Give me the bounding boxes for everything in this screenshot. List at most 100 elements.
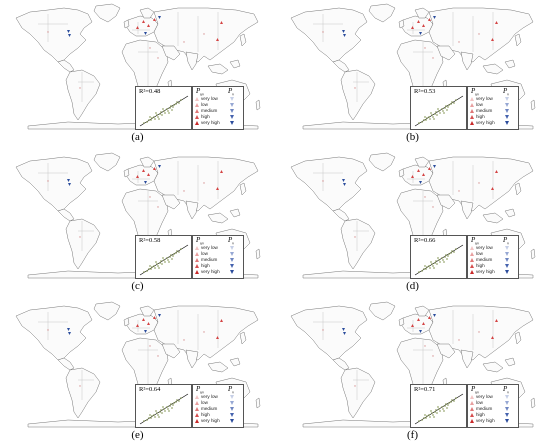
legend-header-puv: Puv xyxy=(471,87,480,97)
panel-label: (b) xyxy=(406,131,419,143)
legend-row: very low xyxy=(470,245,493,251)
legend-header-pv: Pv xyxy=(228,385,235,395)
triangle-up-icon xyxy=(470,257,474,262)
triangle-down-icon xyxy=(505,264,509,268)
triangle-down-icon xyxy=(505,97,509,101)
scatter-plot xyxy=(414,95,464,127)
scatter-points xyxy=(143,248,182,273)
map-panel-e: R²=0.64 Puv Pv very xyxy=(0,298,275,447)
legend: Puv Pv very low low medium high very hig… xyxy=(192,86,244,130)
scatter-plot xyxy=(139,393,189,425)
triangle-up-icon xyxy=(470,394,474,399)
scatter-inset: R²=0.53 xyxy=(410,86,467,130)
world-map xyxy=(290,3,536,130)
triangle-up-icon xyxy=(470,269,474,274)
scatter-inset: R²=0.48 xyxy=(135,86,192,130)
legend-row: very low xyxy=(470,394,493,400)
panel-label: (a) xyxy=(131,131,144,143)
triangle-up-icon xyxy=(195,251,199,256)
triangle-up-icon xyxy=(195,102,199,107)
r-squared-label: R²=0.48 xyxy=(139,88,161,95)
scatter-inset: R²=0.71 xyxy=(410,384,467,428)
legend-row: medium xyxy=(470,108,492,114)
triangle-down-icon xyxy=(505,419,509,423)
triangle-up-icon xyxy=(195,394,199,399)
triangle-up-icon xyxy=(195,400,199,405)
legend-row: very high xyxy=(195,269,220,275)
legend-row: medium xyxy=(195,406,217,412)
legend: Puv Pv very low low medium high very hig… xyxy=(192,235,244,279)
triangle-up-icon xyxy=(470,102,474,107)
triangle-up-icon xyxy=(470,245,474,250)
triangle-up-icon xyxy=(195,257,199,262)
scatter-points xyxy=(418,99,457,124)
r-squared-label: R²=0.66 xyxy=(414,237,436,244)
legend-row: medium xyxy=(195,257,217,263)
triangle-down-icon xyxy=(505,258,509,262)
legend-header-puv: Puv xyxy=(196,236,205,246)
triangle-up-icon xyxy=(470,251,474,256)
r-squared-label: R²=0.64 xyxy=(139,386,161,393)
triangle-up-icon xyxy=(195,406,199,411)
panel-label: (c) xyxy=(131,280,144,292)
legend: Puv Pv very low low medium high very hig… xyxy=(467,384,519,428)
triangle-up-icon xyxy=(470,120,474,125)
legend-row: high xyxy=(470,114,485,120)
legend-header-puv: Puv xyxy=(196,87,205,97)
triangle-down-icon xyxy=(505,109,509,113)
legend-row: medium xyxy=(195,108,217,114)
triangle-down-icon xyxy=(505,270,509,274)
triangle-up-icon xyxy=(470,96,474,101)
scatter-points xyxy=(143,99,182,124)
legend-row: high xyxy=(470,263,485,269)
triangle-down-icon xyxy=(230,246,234,250)
triangle-down-icon xyxy=(505,246,509,250)
legend-header-puv: Puv xyxy=(471,385,480,395)
triangle-up-icon xyxy=(470,108,474,113)
triangle-down-icon xyxy=(505,401,509,405)
triangle-up-icon xyxy=(195,120,199,125)
scatter-points xyxy=(418,397,457,422)
legend-row: low xyxy=(470,251,483,257)
legend-row: very high xyxy=(195,120,220,126)
triangle-down-icon xyxy=(505,115,509,119)
triangle-down-icon xyxy=(230,97,234,101)
legend-row: high xyxy=(195,263,210,269)
legend-row: very low xyxy=(470,96,493,102)
world-map xyxy=(15,3,261,130)
legend: Puv Pv very low low medium high very hig… xyxy=(192,384,244,428)
triangle-down-icon xyxy=(230,395,234,399)
panel-label: (d) xyxy=(406,280,419,292)
triangle-down-icon xyxy=(230,407,234,411)
legend-row: low xyxy=(470,400,483,406)
triangle-up-icon xyxy=(470,418,474,423)
legend-row: very low xyxy=(195,394,218,400)
triangle-up-icon xyxy=(470,412,474,417)
map-panel-a: R²=0.48 Puv Pv very xyxy=(0,0,275,149)
map-panel-c: R²=0.58 Puv Pv very xyxy=(0,149,275,298)
scatter-inset: R²=0.66 xyxy=(410,235,467,279)
map-panel-f: R²=0.71 Puv Pv very xyxy=(275,298,550,447)
triangle-up-icon xyxy=(470,400,474,405)
triangle-down-icon xyxy=(230,109,234,113)
r-squared-label: R²=0.71 xyxy=(414,386,436,393)
legend-row: high xyxy=(195,114,210,120)
legend-row: medium xyxy=(470,406,492,412)
triangle-down-icon xyxy=(505,407,509,411)
legend-row: low xyxy=(195,251,208,257)
legend-row: very high xyxy=(470,269,495,275)
triangle-down-icon xyxy=(230,264,234,268)
legend-row: very low xyxy=(195,96,218,102)
legend-header-pv: Pv xyxy=(503,385,510,395)
legend-row: very high xyxy=(470,418,495,424)
triangle-up-icon xyxy=(470,406,474,411)
triangle-up-icon xyxy=(195,263,199,268)
legend-row: low xyxy=(195,102,208,108)
triangle-down-icon xyxy=(230,121,234,125)
triangle-down-icon xyxy=(230,419,234,423)
legend-row: low xyxy=(195,400,208,406)
legend-header-puv: Puv xyxy=(471,236,480,246)
scatter-plot xyxy=(414,244,464,276)
legend-row: very high xyxy=(470,120,495,126)
panel-label: (f) xyxy=(407,429,418,441)
